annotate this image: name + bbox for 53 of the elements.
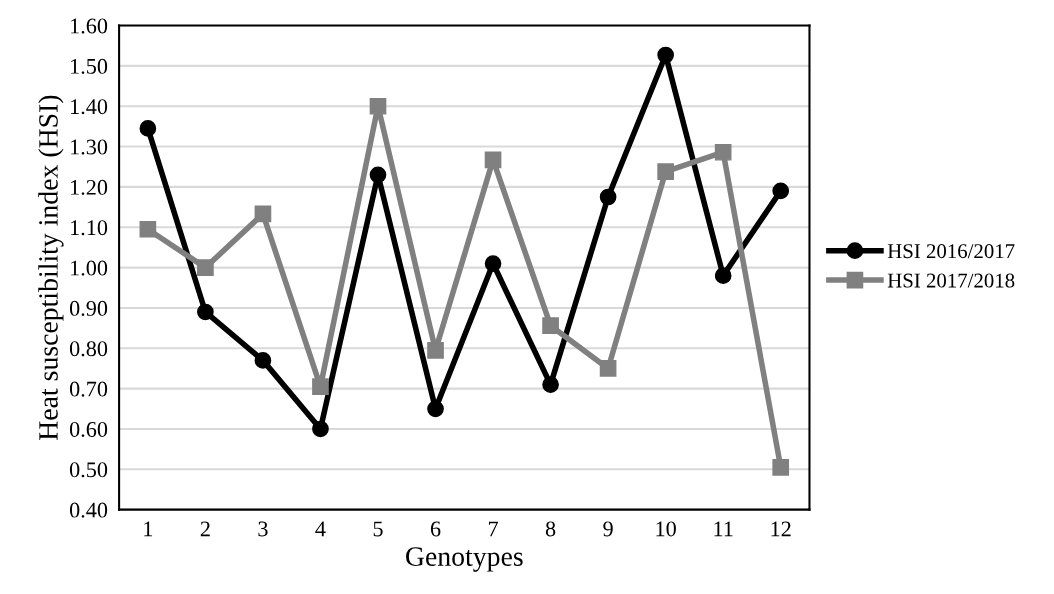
point [657, 163, 674, 180]
point [714, 143, 732, 161]
legend-label: HSI 2017/2018 [887, 273, 1015, 288]
x-tick-label: 6 [430, 521, 441, 537]
y-tick-label: 0.70 [69, 381, 108, 397]
point [197, 259, 214, 276]
y-tick-label: 0.40 [69, 502, 108, 518]
point [484, 151, 502, 169]
legend-label: HSI 2016/2017 [887, 244, 1015, 259]
point [312, 420, 329, 438]
point [772, 458, 790, 476]
point [139, 220, 157, 238]
point [139, 120, 157, 137]
x-tick-label: 12 [771, 521, 791, 537]
point [254, 205, 272, 223]
point [312, 378, 329, 395]
x-tick-label: 11 [714, 521, 733, 537]
point [484, 255, 502, 272]
y-tick-label: 1.40 [71, 99, 108, 115]
point [427, 341, 444, 359]
x-tick-label: 4 [315, 521, 326, 537]
point [772, 182, 790, 200]
point [599, 188, 617, 206]
x-tick-label: 3 [258, 521, 268, 537]
y-tick-label: 1.10 [71, 220, 108, 236]
x-tick-label: 7 [488, 521, 498, 537]
point [542, 317, 559, 335]
x-tick-label: 5 [373, 521, 383, 537]
point [369, 97, 387, 115]
point [714, 267, 732, 284]
y-axis-title: Heat susceptibility index (HSI) [38, 95, 64, 440]
point [254, 352, 272, 369]
y-tick-label: 0.50 [69, 462, 108, 478]
y-tick-label: 1.20 [71, 179, 108, 195]
y-tick-label: 1.30 [71, 139, 108, 155]
y-tick-label: 1.00 [71, 260, 108, 276]
point [427, 400, 444, 418]
y-tick-label: 1.50 [71, 58, 108, 74]
point [657, 46, 674, 64]
point [542, 376, 559, 393]
x-tick-label: 10 [656, 521, 676, 537]
point [599, 360, 617, 377]
x-tick-label: 8 [545, 521, 556, 537]
x-tick-label: 2 [200, 521, 210, 537]
x-axis-title: Genotypes [406, 547, 523, 572]
y-tick-label: 0.90 [69, 300, 108, 316]
y-tick-label: 1.60 [71, 18, 108, 34]
point [369, 166, 387, 184]
point [197, 303, 214, 321]
y-tick-label: 0.80 [69, 341, 108, 357]
x-tick-label: 1 [144, 521, 153, 537]
x-tick-label: 9 [603, 521, 613, 537]
y-tick-label: 0.60 [69, 421, 108, 437]
